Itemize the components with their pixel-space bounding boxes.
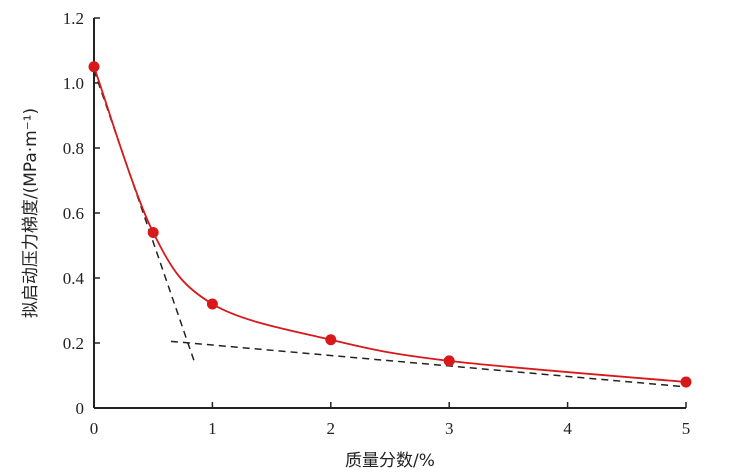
y-tick-label: 1.2 (63, 9, 84, 28)
x-tick-label: 3 (445, 419, 454, 438)
y-tick-label: 0.2 (63, 334, 84, 353)
data-points (88, 61, 692, 388)
axes (93, 18, 686, 409)
data-point (88, 61, 100, 73)
y-tick-label: 0.8 (63, 139, 84, 158)
data-point (206, 298, 218, 310)
data-point (443, 355, 455, 367)
x-tick-label: 5 (682, 419, 691, 438)
y-tick-label: 0.6 (63, 204, 84, 223)
y-axis-title: 拟启动压力梯度/(MPa·m⁻¹) (21, 108, 41, 318)
x-tick-label: 1 (208, 419, 217, 438)
data-point (680, 376, 692, 388)
x-axis-title: 质量分数/% (345, 451, 435, 471)
x-tick-label: 2 (327, 419, 336, 438)
dashed-line (170, 340, 687, 388)
y-tick-label: 0.4 (63, 269, 85, 288)
y-tick-label: 0 (76, 399, 85, 418)
y-tick-label: 1.0 (63, 74, 84, 93)
fit-curve (93, 66, 687, 383)
fit-curve-path (93, 66, 687, 383)
x-tick-label: 4 (563, 419, 572, 438)
x-tick-label: 0 (90, 419, 99, 438)
x-ticks: 0 1 2 3 4 5 (90, 402, 691, 438)
asymptote-lines (93, 69, 687, 388)
data-point (325, 334, 337, 346)
data-point (147, 227, 159, 238)
